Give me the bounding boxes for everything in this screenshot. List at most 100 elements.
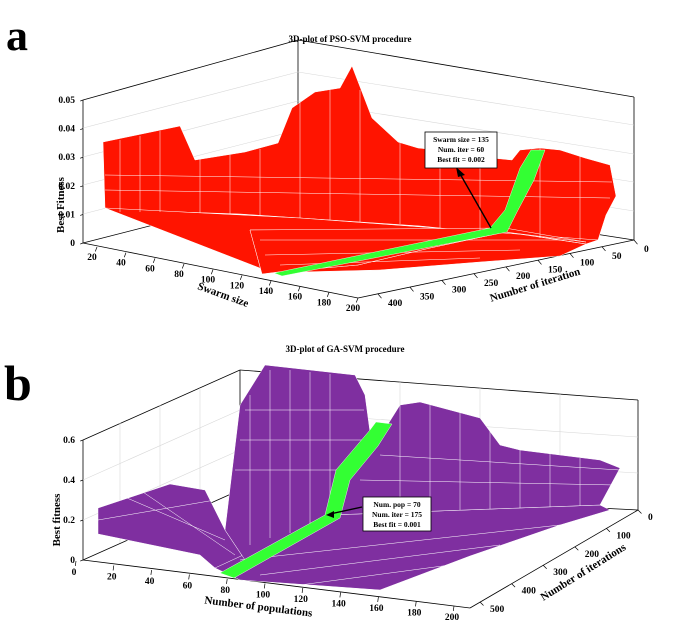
z-tick-a-tick-label: 0.04 — [58, 125, 75, 135]
x-tick-b-tick-mark — [74, 560, 77, 566]
x-tick-a-tick-mark — [181, 263, 185, 269]
y-tick-b-tick-label: 300 — [553, 568, 568, 578]
z-tick-b-tick-mark — [80, 519, 84, 522]
x-tick-b-tick-label: 20 — [107, 573, 117, 583]
x-tick-a-tick-mark — [152, 258, 156, 264]
z-tick-b-tick-label: 0.6 — [63, 436, 75, 446]
y-axis-line-b — [469, 509, 639, 609]
ticks-a: 0 0.01 0.02 0.03 0.04 0.05 20 40 60 80 100 120 140 16… — [58, 96, 649, 314]
annotation-arrow-a — [458, 171, 492, 229]
z-tick-a-tick-label: 0.02 — [58, 182, 75, 192]
y-tick-a-tick-label: 350 — [420, 292, 435, 302]
x-tick-a-tick-mark — [297, 286, 301, 292]
z-tick-b-tick-mark — [80, 559, 84, 562]
x-tick-a-tick-mark — [123, 252, 127, 258]
z-tick-a-tick-mark — [80, 214, 84, 216]
z-axis-label-b: Best fitness — [51, 493, 63, 547]
x-tick-b-tick-mark — [188, 574, 190, 580]
z-tick-b-tick-mark — [80, 439, 84, 442]
x-tick-a-tick-label: 200 — [346, 304, 361, 314]
surface-mesh-b — [97, 370, 621, 586]
x-tick-a-tick-label: 20 — [87, 253, 97, 263]
x-tick-b-tick-label: 80 — [220, 586, 230, 596]
annotation-box-a — [424, 131, 498, 169]
y-tick-b-tick-label: 100 — [616, 531, 631, 541]
x-tick-b-tick-label: 100 — [256, 591, 271, 601]
top-back-edge-right-a — [297, 39, 635, 98]
x-tick-a-tick-label: 60 — [145, 264, 155, 274]
ticks-b: 0 0.2 0.4 0.6 0 20 40 60 80 100 120 140 160 180 200 0 10… — [63, 436, 653, 623]
surface-back-wall-a — [102, 65, 617, 241]
y-tick-b-tick-label: 0 — [648, 513, 653, 523]
x-tick-a-tick-label: 160 — [288, 293, 303, 303]
annotation-line-b-2: Num. iter = 175 — [372, 510, 422, 519]
x-tick-b-tick-mark — [301, 587, 304, 593]
annotation-arrow-b — [329, 506, 363, 515]
y-tick-a-tick-mark — [441, 280, 446, 285]
x-tick-b-tick-label: 60 — [183, 582, 193, 592]
z-tick-a-tick-mark — [80, 185, 84, 188]
annotation-line-a-2: Num. iter = 60 — [438, 145, 484, 154]
y-tick-a-tick-label: 0 — [644, 245, 649, 255]
y-tick-b-tick-mark — [511, 583, 516, 588]
z-tick-a-tick-mark — [80, 99, 84, 102]
x-tick-b-tick-label: 200 — [445, 613, 460, 623]
x-tick-b-tick-mark — [263, 583, 266, 589]
z-tick-b-tick-mark — [80, 479, 84, 482]
annotation-line-a-3: Best fit = 0.002 — [437, 155, 485, 164]
x-tick-a-tick-label: 140 — [259, 287, 274, 297]
y-tick-a-tick-mark — [409, 287, 414, 292]
annotation-b: Num. pop = 70 Num. iter = 175 Best fit =… — [326, 496, 432, 532]
x-axis-line-a — [82, 242, 359, 299]
top-back-edge-left-a — [82, 39, 299, 101]
annotation-a: Swarm size = 135 Num. iter = 60 Best fit… — [424, 131, 498, 229]
x-tick-a-tick-label: 120 — [230, 281, 245, 291]
z-tick-a-tick-mark — [80, 128, 84, 130]
z-tick-a-tick-mark — [80, 156, 84, 159]
x-tick-a-tick-mark — [355, 297, 359, 303]
x-tick-b-tick-label: 160 — [369, 604, 384, 614]
y-axis-label-b: Number of iterations — [539, 541, 629, 604]
z-axis-label-a: Best Fitness — [55, 176, 67, 233]
x-tick-a-tick-mark — [268, 280, 272, 286]
z-tick-b-tick-label: 0.4 — [63, 476, 75, 486]
highlight-optimum-row-b — [219, 421, 393, 579]
x-tick-a-tick-mark — [239, 275, 243, 281]
annotation-line-a-1: Swarm size = 135 — [433, 135, 489, 144]
x-tick-b-tick-label: 0 — [72, 568, 77, 578]
panel-a: a 3D-plot of PSO-SVM procedure — [6, 11, 649, 314]
panel-letter-b: b — [4, 355, 32, 411]
y-tick-a-tick-label: 300 — [452, 286, 467, 296]
y-tick-a-tick-label: 100 — [580, 259, 595, 269]
y-tick-a-tick-mark — [377, 293, 382, 299]
y-tick-a-tick-mark — [633, 239, 638, 245]
x-tick-b-tick-mark — [150, 569, 152, 575]
y-tick-b-tick-mark — [542, 564, 547, 569]
y-tick-a-tick-mark — [505, 266, 510, 272]
z-tick-a-tick-label: 0 — [70, 239, 75, 249]
panel-letter-a: a — [6, 11, 28, 60]
annotation-arrowhead-a — [456, 167, 465, 177]
surface-mesh-a — [104, 90, 613, 266]
x-tick-b-tick-label: 180 — [407, 609, 422, 619]
y-tick-b-tick-mark — [479, 601, 484, 606]
y-axis-label-a: Number of iteration — [488, 266, 581, 305]
surface-a — [102, 65, 617, 277]
z-tick-a-tick-label: 0.03 — [58, 153, 75, 163]
x-tick-b-tick-mark — [339, 592, 341, 598]
y-axis-line-a — [357, 239, 635, 299]
z-tick-a-tick-label: 0.05 — [58, 96, 75, 106]
y-tick-a-tick-mark — [601, 246, 606, 252]
y-tick-a-tick-label: 400 — [388, 299, 403, 309]
x-axis-line-b — [82, 559, 471, 609]
x-tick-a-tick-label: 180 — [317, 298, 332, 308]
top-back-edge-left-b — [82, 369, 241, 441]
y-tick-b-tick-label: 500 — [490, 605, 505, 615]
highlight-optimum-row-a — [273, 149, 546, 277]
y-tick-b-tick-mark — [606, 528, 611, 533]
plot-title-b: 3D-plot of GA-SVM procedure — [286, 344, 405, 354]
annotation-line-b-3: Best fit = 0.001 — [373, 520, 421, 529]
x-tick-a-tick-mark — [94, 246, 98, 252]
y-tick-a-tick-label: 150 — [548, 265, 563, 275]
x-tick-b-tick-label: 140 — [331, 600, 346, 610]
